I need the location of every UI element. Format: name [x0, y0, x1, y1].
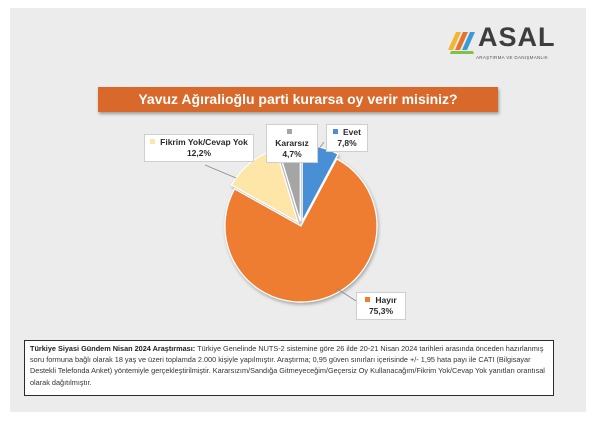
label-evet: Evet 7,8% [326, 124, 368, 152]
leader-line-hayir [335, 287, 357, 302]
leader-line-fikrim-yok [204, 164, 237, 179]
methodology-body: Türkiye Genelinde NUTS-2 sistemine göre … [30, 344, 545, 387]
asal-logo: ASAL ARAŞTIRMA VE DANIŞMANLIK [446, 22, 566, 66]
leader-line-evet [317, 141, 325, 151]
label-kararsiz: Kararsız 4,7% [266, 124, 318, 163]
pie-slice-hayir [224, 158, 378, 303]
legend-swatch-kararsiz [287, 129, 292, 134]
asal-logo-mark-icon [448, 32, 475, 54]
label-fikrim-yok: Fikrim Yok/Cevap Yok 12,2% [144, 134, 254, 162]
label-fikrim-yok-value: 12,2% [186, 148, 212, 158]
label-hayir: Hayır 75,3% [356, 292, 406, 320]
legend-swatch-hayir [365, 297, 371, 302]
label-evet-value: 7,8% [337, 138, 357, 148]
label-hayir-name: Hayır [375, 295, 397, 305]
label-evet-name: Evet [343, 127, 361, 137]
label-hayir-value: 75,3% [368, 306, 394, 316]
brand-tagline: ARAŞTIRMA VE DANIŞMANLIK [476, 55, 549, 60]
methodology-note: Türkiye Siyasi Gündem Nisan 2024 Araştır… [24, 340, 554, 396]
label-kararsiz-name: Kararsız [275, 138, 309, 148]
legend-swatch-fikrim-yok [150, 139, 156, 144]
brand-name: ASAL [478, 22, 556, 52]
methodology-heading: Türkiye Siyasi Gündem Nisan 2024 Araştır… [30, 344, 196, 353]
legend-swatch-evet [333, 129, 339, 134]
label-fikrim-yok-name: Fikrim Yok/Cevap Yok [160, 137, 248, 147]
label-kararsiz-value: 4,7% [282, 149, 302, 159]
chart-title: Yavuz Ağıralioğlu parti kurarsa oy verir… [98, 87, 498, 112]
